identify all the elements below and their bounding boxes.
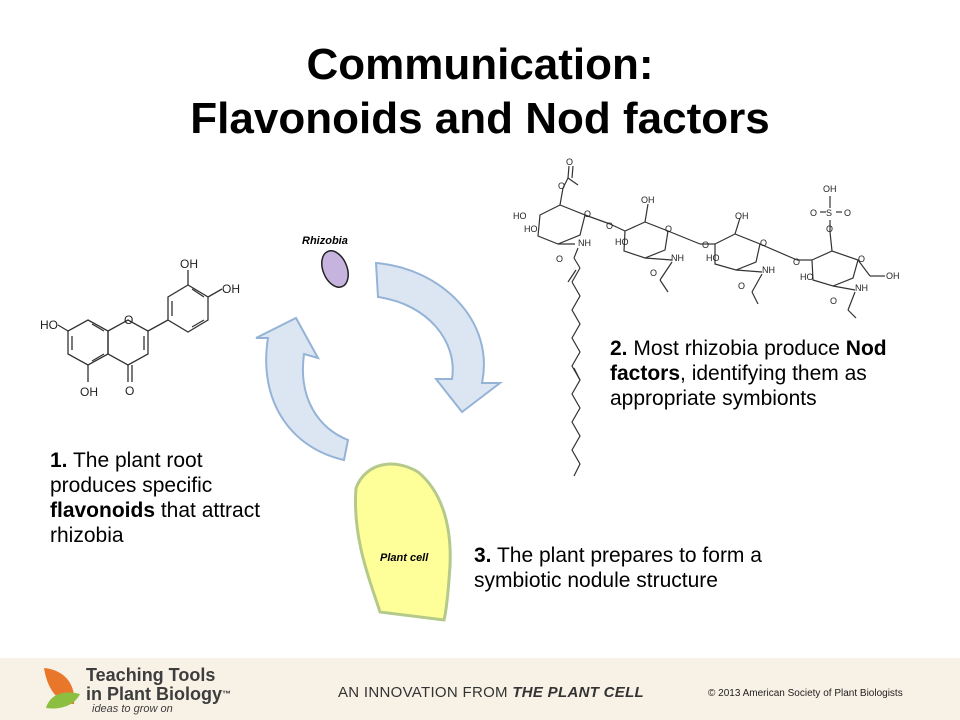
nod-ho-5: HO — [800, 272, 814, 282]
nod-link-o-3: O — [793, 257, 800, 267]
logo-text: Teaching Tools in Plant Biology™ — [86, 666, 231, 704]
logo-tagline: ideas to grow on — [92, 703, 173, 715]
innovation-prefix: AN INNOVATION FROM — [338, 684, 513, 701]
step-2-text: 2. Most rhizobia produce Nod factors, id… — [610, 336, 910, 411]
nod-nh-4: NH — [855, 283, 868, 293]
step-2-pre: Most rhizobia produce — [627, 337, 846, 360]
step-2-post: , identifying them as appropriate symbio… — [610, 362, 867, 410]
step-1-bold: flavonoids — [50, 499, 156, 522]
innovation-text: AN INNOVATION FROM THE PLANT CELL — [338, 684, 644, 701]
nod-nh-1: NH — [578, 238, 591, 248]
logo-trademark: ™ — [222, 689, 232, 699]
flavonoid-oh-right: OH — [222, 282, 240, 296]
cycle-diagram: Rhizobia Plant cell OH OH HO OH O O — [40, 157, 900, 622]
step-3-text: 3. The plant prepares to form a symbioti… — [474, 543, 774, 593]
footer-bar — [0, 658, 960, 720]
nod-sulfate-o-right: O — [844, 208, 851, 218]
step-1-pre: The plant root produces specific — [50, 449, 213, 497]
title-line-2: Flavonoids and Nod factors — [190, 94, 770, 143]
step-2-number: 2. — [610, 337, 628, 360]
nod-ho-1: HO — [513, 211, 527, 221]
nod-carbonyl-o-3: O — [738, 281, 745, 291]
logo-line-2: in Plant Biology — [86, 684, 223, 704]
nod-ring-o-2: O — [665, 224, 672, 234]
nod-sulfate-o-bottom: O — [826, 224, 833, 234]
title-line-1: Communication: — [306, 40, 654, 89]
nod-amide-o: O — [556, 254, 563, 264]
nod-ring-o-1: O — [584, 209, 591, 219]
teaching-tools-logo-icon — [44, 668, 80, 709]
nod-ring-o-3: O — [760, 238, 767, 248]
nod-oh-terminal: OH — [886, 271, 900, 281]
flavonoid-oh-bottom: OH — [80, 385, 98, 399]
nod-acetyl-o-ester: O — [558, 181, 565, 191]
flavonoid-ring-o: O — [124, 313, 133, 327]
nod-link-o-1: O — [606, 221, 613, 231]
step-2-bold: Nod factors — [610, 337, 887, 385]
nod-ring-o-4: O — [858, 254, 865, 264]
nod-factor-structure — [537, 165, 885, 477]
step-1-post: that attract rhizobia — [50, 499, 261, 547]
nod-ho-4: HO — [706, 253, 720, 263]
flavonoid-oh-top: OH — [180, 257, 198, 271]
plant-cell — [353, 462, 452, 622]
nod-acetyl-o-top: O — [566, 157, 573, 167]
copyright-text: © 2013 American Society of Plant Biologi… — [708, 688, 903, 699]
nod-ho-2: HO — [524, 224, 538, 234]
nod-nh-3: NH — [762, 265, 775, 275]
nod-carbonyl-o-4: O — [830, 296, 837, 306]
logo-line-1: Teaching Tools — [86, 665, 216, 685]
rhizobia-bacterium — [321, 250, 349, 288]
plant-cell-label: Plant cell — [380, 552, 429, 564]
curved-arrow-left — [255, 316, 350, 462]
nod-sulfate-o-left: O — [810, 208, 817, 218]
flavonoid-structure — [57, 270, 223, 382]
nod-oh-3: OH — [735, 211, 749, 221]
innovation-brand: THE PLANT CELL — [512, 684, 645, 701]
flavonoid-keto-o: O — [125, 384, 134, 398]
nod-carbonyl-o-2: O — [650, 268, 657, 278]
step-1-text: 1. The plant root produces specific flav… — [50, 448, 270, 548]
curved-arrow-right — [374, 261, 503, 414]
nod-sulfate-oh: OH — [823, 184, 837, 194]
nod-nh-2: NH — [671, 253, 684, 263]
slide-title: Communication: Flavonoids and Nod factor… — [0, 38, 960, 146]
nod-oh-2: OH — [641, 195, 655, 205]
flavonoid-ho-left: HO — [40, 318, 58, 332]
step-1-number: 1. — [50, 449, 68, 472]
nod-link-o-2: O — [702, 240, 709, 250]
step-3-number: 3. — [474, 544, 492, 567]
nod-ho-3: HO — [615, 237, 629, 247]
nod-sulfate-s: S — [826, 208, 832, 218]
rhizobia-label: Rhizobia — [302, 235, 348, 247]
step-3-pre: The plant prepares to form a symbiotic n… — [474, 544, 762, 592]
